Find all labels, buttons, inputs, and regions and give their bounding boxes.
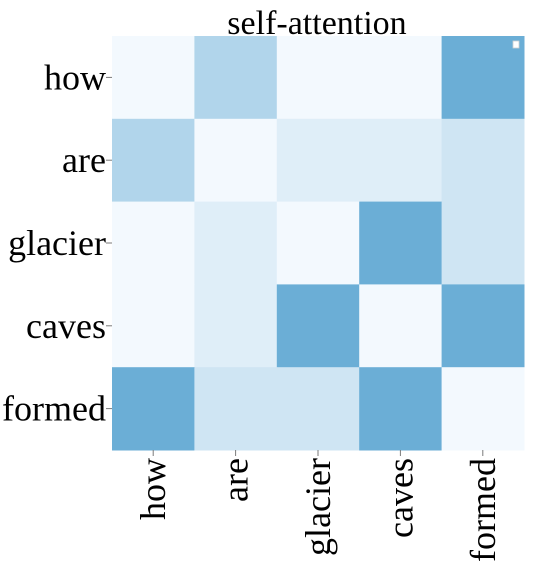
heatmap-cell-are-caves <box>359 118 443 203</box>
heatmap-cell-glacier-are <box>194 201 278 285</box>
heatmap-cell-caves-are <box>194 284 278 368</box>
heatmap-cell-are-how <box>112 118 195 203</box>
heatmap-cell-are-formed <box>441 118 525 203</box>
x-tick-label-how: how <box>133 458 173 520</box>
heatmap-cell-formed-caves <box>359 367 443 451</box>
heatmap-cell-caves-caves <box>359 284 443 368</box>
heatmap-cell-formed-are <box>194 367 278 451</box>
x-tick-label-glacier: glacier <box>298 458 338 556</box>
heatmap-cell-glacier-glacier <box>276 201 360 285</box>
chart-title: self-attention <box>227 5 406 42</box>
heatmap-cell-how-are <box>194 36 278 120</box>
heatmap-cell-are-glacier <box>276 118 360 203</box>
y-axis-ticks: how are glacier caves formed <box>2 57 112 429</box>
heatmap-cell-caves-glacier <box>276 284 360 368</box>
heatmap-cell-are-are <box>194 118 278 203</box>
x-tick-label-caves: caves <box>380 458 420 538</box>
heatmap-cell-how-glacier <box>276 36 360 120</box>
y-tick-label-are: are <box>62 140 106 180</box>
x-tick-label-formed: formed <box>463 458 503 562</box>
heatmap-cell-glacier-how <box>112 201 195 285</box>
heatmap-cell-how-caves <box>359 36 443 120</box>
heatmap-cells <box>112 36 525 451</box>
heatmap-cell-how-how <box>112 36 195 120</box>
heatmap-cell-formed-glacier <box>276 367 360 451</box>
heatmap-cell-formed-formed <box>441 367 525 451</box>
y-tick-label-how: how <box>44 57 106 97</box>
heatmap-cell-how-formed <box>441 36 525 120</box>
x-tick-label-are: are <box>216 458 256 502</box>
heatmap-cell-glacier-caves <box>359 201 443 285</box>
legend-marker <box>512 40 520 49</box>
x-axis-ticks: how are glacier caves formed <box>133 450 503 562</box>
heatmap-cell-formed-how <box>112 367 195 451</box>
heatmap-cell-caves-formed <box>441 284 525 368</box>
y-tick-label-caves: caves <box>26 306 106 346</box>
y-tick-label-glacier: glacier <box>8 223 106 263</box>
heatmap-cell-glacier-formed <box>441 201 525 285</box>
heatmap-cell-caves-how <box>112 284 195 368</box>
y-tick-label-formed: formed <box>2 389 106 429</box>
